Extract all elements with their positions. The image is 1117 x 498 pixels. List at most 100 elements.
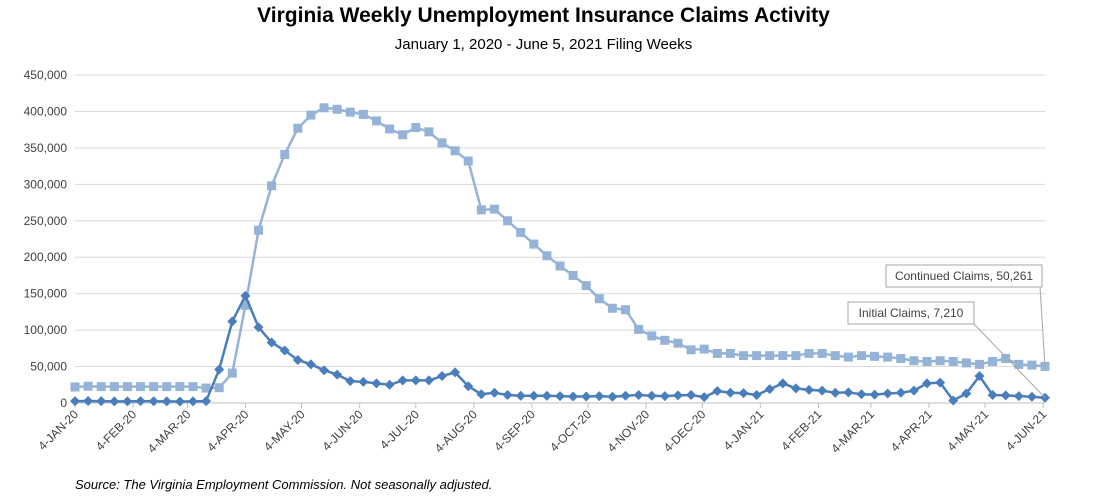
continued-claims-point bbox=[922, 356, 932, 366]
initial-claims-point bbox=[227, 316, 238, 327]
chart-source-note: Source: The Virginia Employment Commissi… bbox=[75, 477, 493, 492]
continued-claims-point bbox=[974, 359, 984, 369]
y-tick-label: 400,000 bbox=[24, 104, 68, 118]
continued-claims-point bbox=[398, 130, 408, 140]
continued-claims-point bbox=[660, 335, 670, 345]
x-tick-label: 4-OCT-20 bbox=[547, 407, 594, 454]
continued-claims-point bbox=[385, 124, 395, 134]
continued-claims-point bbox=[739, 351, 749, 361]
y-tick-label: 0 bbox=[60, 396, 67, 410]
x-tick-label: 4-NOV-20 bbox=[605, 407, 653, 455]
y-tick-label: 150,000 bbox=[24, 287, 68, 301]
continued-claims-point bbox=[961, 358, 971, 368]
initial-claims-point bbox=[148, 396, 159, 407]
continued-claims-point bbox=[1027, 360, 1037, 370]
initial-claims-point bbox=[738, 388, 749, 399]
y-tick-label: 100,000 bbox=[24, 323, 68, 337]
continued-claims-point bbox=[122, 382, 132, 392]
initial-claims-point bbox=[974, 371, 985, 382]
continued-claims-point bbox=[109, 382, 119, 392]
y-tick-label: 50,000 bbox=[30, 360, 67, 374]
initial-claims-point bbox=[856, 389, 867, 400]
initial-claims-point bbox=[659, 391, 670, 402]
initial-claims-point bbox=[384, 379, 395, 390]
initial-claims-point bbox=[397, 375, 408, 386]
continued-claims-callout-leader bbox=[1039, 286, 1046, 367]
continued-claims-point bbox=[568, 270, 578, 280]
continued-claims-point bbox=[201, 383, 211, 393]
continued-claims-point bbox=[1001, 354, 1011, 364]
initial-claims-point bbox=[135, 396, 146, 407]
continued-claims-point bbox=[883, 352, 893, 362]
initial-claims-point bbox=[725, 387, 736, 398]
continued-claims-point bbox=[227, 368, 237, 378]
continued-claims-point bbox=[267, 181, 277, 191]
initial-claims-callout-leader bbox=[973, 323, 1046, 399]
continued-claims-point bbox=[96, 382, 106, 392]
continued-claims-point bbox=[411, 122, 421, 132]
continued-claims-point bbox=[856, 351, 866, 361]
x-tick-label: 4-APR-20 bbox=[204, 407, 251, 454]
continued-claims-point bbox=[136, 382, 146, 392]
initial-claims-point bbox=[463, 381, 474, 392]
continued-claims-point bbox=[778, 351, 788, 361]
initial-claims-point bbox=[423, 375, 434, 386]
continued-claims-point bbox=[830, 351, 840, 361]
continued-claims-point bbox=[555, 261, 565, 271]
initial-claims-point bbox=[332, 369, 343, 380]
initial-claims-point bbox=[764, 384, 775, 395]
initial-claims-point bbox=[122, 396, 133, 407]
y-tick-label: 300,000 bbox=[24, 177, 68, 191]
initial-claims-point bbox=[948, 395, 959, 406]
initial-claims-point bbox=[541, 390, 552, 401]
continued-claims-point bbox=[83, 381, 93, 391]
x-tick-label: 4-APR-21 bbox=[888, 407, 935, 454]
initial-claims-point bbox=[187, 396, 198, 407]
initial-claims-point bbox=[882, 388, 893, 399]
initial-claims-callout-box bbox=[847, 301, 975, 325]
continued-claims-point bbox=[686, 345, 696, 355]
initial-claims-point bbox=[437, 371, 448, 382]
continued-claims-point bbox=[870, 351, 880, 361]
x-tick-label: 4-JUL-20 bbox=[377, 407, 422, 452]
initial-claims-point bbox=[319, 365, 330, 376]
initial-claims-point bbox=[987, 389, 998, 400]
initial-claims-point bbox=[253, 322, 264, 333]
chart-title: Virginia Weekly Unemployment Insurance C… bbox=[257, 4, 830, 27]
chart-subtitle: January 1, 2020 - June 5, 2021 Filing We… bbox=[394, 36, 693, 53]
continued-claims-point bbox=[489, 204, 499, 214]
initial-claims-point bbox=[96, 396, 107, 407]
initial-claims-point bbox=[476, 389, 487, 400]
x-tick-label: 4-DEC-20 bbox=[661, 407, 709, 455]
continued-claims-line bbox=[74, 106, 1046, 390]
continued-claims-point bbox=[332, 104, 342, 114]
continued-claims-point bbox=[149, 382, 159, 392]
initial-claims-point bbox=[305, 359, 316, 370]
initial-claims-point bbox=[895, 387, 906, 398]
initial-claims-point bbox=[83, 395, 94, 406]
continued-claims-point bbox=[804, 348, 814, 358]
continued-claims-point bbox=[817, 348, 827, 358]
initial-claims-point bbox=[70, 396, 80, 407]
continued-claims-point bbox=[214, 383, 224, 393]
initial-claims-point bbox=[699, 392, 710, 403]
x-tick-label: 4-AUG-20 bbox=[432, 407, 480, 455]
initial-claims-point bbox=[581, 391, 592, 402]
initial-claims-point bbox=[109, 396, 120, 407]
initial-claims-callout-label: Initial Claims, 7,210 bbox=[859, 306, 964, 320]
initial-claims-point bbox=[201, 396, 212, 407]
continued-claims-point bbox=[896, 354, 906, 364]
continued-claims-point bbox=[542, 251, 552, 261]
initial-claims-point bbox=[266, 337, 277, 348]
initial-claims-point bbox=[922, 378, 933, 389]
initial-claims-point bbox=[1013, 391, 1024, 402]
continued-claims-point bbox=[175, 382, 185, 392]
continued-claims-point bbox=[188, 382, 198, 392]
continued-claims-point bbox=[752, 351, 762, 361]
initial-claims-point bbox=[869, 389, 880, 400]
initial-claims-point bbox=[830, 387, 841, 398]
continued-claims-point bbox=[162, 382, 172, 392]
initial-claims-point bbox=[751, 389, 762, 400]
x-tick-label: 4-FEB-21 bbox=[778, 407, 824, 453]
